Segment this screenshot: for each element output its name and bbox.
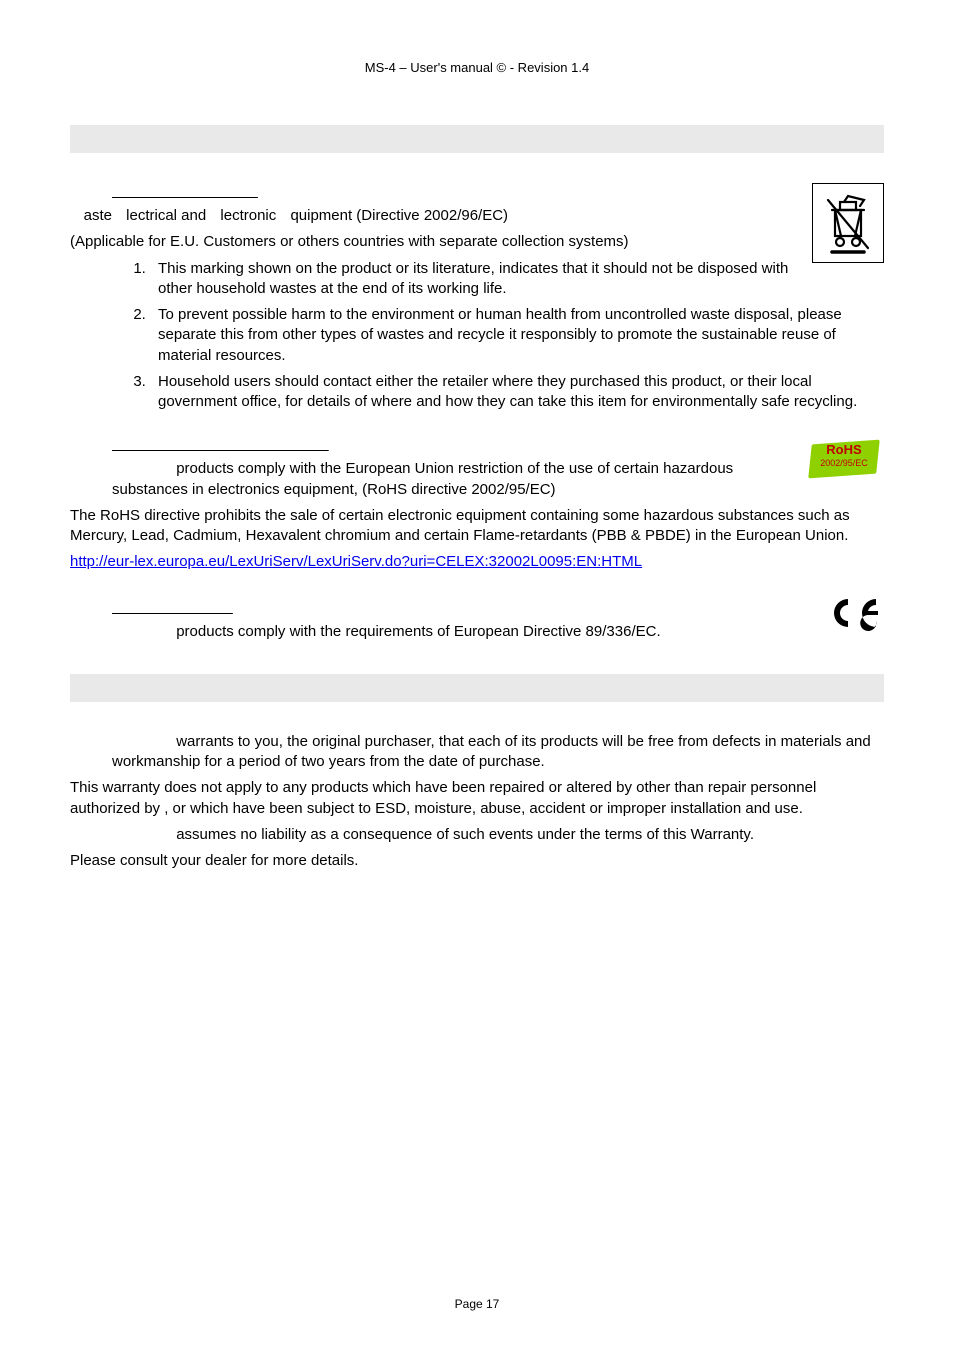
weee-list: This marking shown on the product or its… xyxy=(150,259,884,413)
warranty-p2: This warranty does not apply to any prod… xyxy=(70,778,884,819)
rohs-link[interactable]: http://eur-lex.europa.eu/LexUriServ/LexU… xyxy=(70,553,642,570)
rohs-p2: The RoHS directive prohibits the sale of… xyxy=(70,506,884,547)
weee-applicable: (Applicable for E.U. Customers or others… xyxy=(70,232,884,252)
rohs-badge-bottom: 2002/95/EC xyxy=(804,458,884,468)
warranty-p1: XXXXXX warrants to you, the original pur… xyxy=(112,732,884,773)
ce-mark-icon xyxy=(828,595,884,637)
warranty-p4: Please consult your dealer for more deta… xyxy=(70,851,884,871)
rohs-p1: XXXXXX products comply with the European… xyxy=(112,459,884,500)
ce-p1: XXXXXX products comply with the requirem… xyxy=(112,622,884,642)
weee-intro: Waste Electrical and Electronic Equipmen… xyxy=(70,206,884,226)
page-footer: Page 17 xyxy=(0,1297,954,1311)
weee-item-1: This marking shown on the product or its… xyxy=(150,259,884,300)
weee-title xyxy=(112,183,884,200)
weee-item-3: Household users should contact either th… xyxy=(150,372,884,413)
ce-title xyxy=(112,599,884,616)
rohs-badge: RoHS 2002/95/EC xyxy=(804,436,884,481)
rohs-title xyxy=(112,436,884,453)
warranty-p3: XXXXXX assumes no liability as a consequ… xyxy=(112,825,884,845)
weee-icon xyxy=(812,183,884,263)
weee-item-2: To prevent possible harm to the environm… xyxy=(150,305,884,366)
rohs-link-line: http://eur-lex.europa.eu/LexUriServ/LexU… xyxy=(70,552,884,572)
section-band-1 xyxy=(70,125,884,153)
rohs-badge-top: RoHS xyxy=(804,442,884,457)
page-header: MS-4 – User's manual © - Revision 1.4 xyxy=(70,60,884,75)
section-band-2 xyxy=(70,674,884,702)
